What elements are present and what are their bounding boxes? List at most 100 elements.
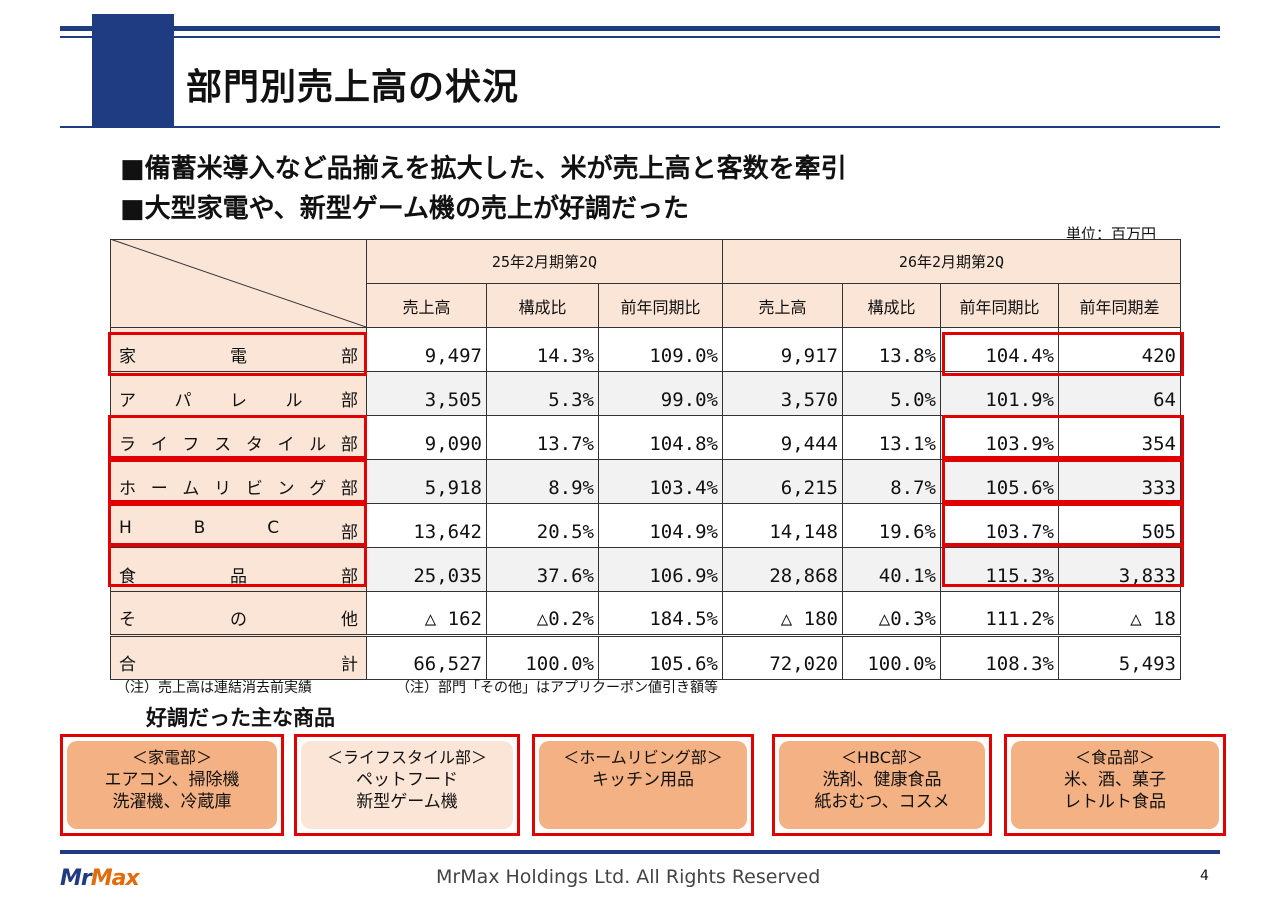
- division-label: ライフスタイル部: [110, 415, 367, 460]
- col-header-sales-curr: 売上高: [722, 283, 843, 328]
- corner-cell: [110, 239, 367, 328]
- cell-ratio-curr: 13.8%: [842, 327, 941, 372]
- cell-sales-curr: 9,917: [722, 327, 843, 372]
- table-row: そ の 他 △ 162 △0.2% 184.5% △ 180 △0.3% 111.2% △ 18: [110, 591, 1181, 636]
- note-sales: （注）売上高は連結消去前実績: [116, 680, 312, 696]
- cell-ratio-prev: 37.6%: [486, 547, 599, 592]
- products-heading: 好調だった主な商品: [146, 706, 335, 730]
- cell-sales-curr: 28,868: [722, 547, 843, 592]
- period-header-curr: 26年2月期第2Q: [722, 239, 1181, 284]
- division-label-char: そ: [119, 610, 136, 630]
- cell-yoy-prev: 99.0%: [598, 371, 723, 416]
- header-rule-top: [60, 26, 1220, 31]
- cell-sales-prev: 13,642: [366, 503, 487, 548]
- division-label-char: ル: [285, 391, 303, 411]
- header-rule-thin: [60, 36, 1220, 38]
- table-row: 食 品 部 25,035 37.6% 106.9% 28,868 40.1% 115.3% 3,8…: [110, 547, 1181, 592]
- division-label-char: 部: [340, 435, 358, 455]
- cell-ratio-prev: △0.2%: [486, 591, 599, 636]
- cell-ratio-curr: 13.1%: [842, 415, 941, 460]
- division-label-char: ホ: [119, 479, 136, 499]
- table-row: ア パ レ ル 部 3,505 5.3% 99.0% 3,570 5.0% 101.9% 64: [110, 371, 1181, 416]
- division-label-char: フ: [182, 435, 200, 455]
- cell-diff-curr: 505: [1058, 503, 1181, 548]
- division-label-char: タ: [245, 435, 263, 455]
- cell-sales-curr: 3,570: [722, 371, 843, 416]
- division-label-char: ラ: [119, 435, 136, 455]
- product-title: ＜家電部＞: [131, 748, 212, 767]
- cell-ratio-curr: 8.7%: [842, 459, 941, 504]
- division-label-char: グ: [309, 479, 327, 499]
- cell-diff-curr: 3,833: [1058, 547, 1181, 592]
- product-line: 新型ゲーム機: [356, 792, 458, 812]
- product-line: 洗剤、健康食品: [822, 770, 942, 790]
- division-label-char: C: [267, 518, 280, 538]
- cell-sales-curr: 72,020: [722, 634, 843, 680]
- cell-sales-prev: 9,497: [366, 327, 487, 372]
- product-line: キッチン用品: [592, 770, 694, 790]
- division-label-char: イ: [150, 435, 168, 455]
- product-title: ＜食品部＞: [1074, 748, 1155, 767]
- cell-yoy-curr: 103.7%: [940, 503, 1059, 548]
- page-title: 部門別売上高の状況: [186, 67, 520, 108]
- cell-yoy-curr: 104.4%: [940, 327, 1059, 372]
- cell-diff-curr: 333: [1058, 459, 1181, 504]
- cell-ratio-prev: 5.3%: [486, 371, 599, 416]
- cell-yoy-prev: 106.9%: [598, 547, 723, 592]
- division-label-char: ー: [150, 479, 168, 499]
- product-title: ＜ホームリビング部＞: [563, 748, 723, 767]
- cell-yoy-prev: 109.0%: [598, 327, 723, 372]
- cell-diff-curr: 64: [1058, 371, 1181, 416]
- division-label-char: イ: [277, 435, 295, 455]
- cell-ratio-prev: 20.5%: [486, 503, 599, 548]
- cell-yoy-curr: 108.3%: [940, 634, 1059, 680]
- division-label-char: 品: [230, 567, 247, 587]
- product-line: 洗濯機、冷蔵庫: [112, 792, 232, 812]
- table-row: 家 電 部 9,497 14.3% 109.0% 9,917 13.8% 104.4% 420: [110, 327, 1181, 372]
- division-label: アパレル部: [110, 371, 367, 416]
- division-label: 家電部: [110, 327, 367, 372]
- division-label-char: レ: [230, 391, 247, 411]
- division-label: 食品部: [110, 547, 367, 592]
- cell-sales-curr: 14,148: [722, 503, 843, 548]
- division-label-char: 合: [119, 655, 136, 675]
- col-header-diff-curr: 前年同期差: [1058, 283, 1181, 328]
- copyright-text: MrMax Holdings Ltd. All Rights Reserved: [436, 866, 821, 888]
- cell-yoy-curr: 105.6%: [940, 459, 1059, 504]
- cell-diff-curr: 5,493: [1058, 634, 1181, 680]
- cell-yoy-prev: 103.4%: [598, 459, 723, 504]
- division-label: ホームリビング部: [110, 459, 367, 504]
- cell-ratio-curr: △0.3%: [842, 591, 941, 636]
- division-label-char: ス: [214, 435, 232, 455]
- cell-ratio-prev: 100.0%: [486, 634, 599, 680]
- product-line: エアコン、掃除機: [104, 770, 240, 790]
- header-accent-block: [92, 14, 174, 126]
- cell-sales-curr: △ 180: [722, 591, 843, 636]
- division-label-char: の: [230, 610, 247, 630]
- division-label-char: 部: [341, 347, 358, 367]
- division-label-char: H: [119, 518, 132, 538]
- product-line: 紙おむつ、コスメ: [814, 792, 950, 812]
- division-label-char: 部: [341, 567, 358, 587]
- col-header-sales-prev: 売上高: [366, 283, 487, 328]
- cell-ratio-curr: 19.6%: [842, 503, 941, 548]
- table-row: H B C 部 13,642 20.5% 104.9% 14,148 19.6% 103.7% 50…: [110, 503, 1181, 548]
- cell-sales-curr: 9,444: [722, 415, 843, 460]
- division-label-char: ビ: [245, 479, 263, 499]
- division-label-char: ル: [309, 435, 327, 455]
- cell-diff-curr: 354: [1058, 415, 1181, 460]
- division-label-char: 他: [341, 610, 358, 630]
- cell-sales-prev: 66,527: [366, 634, 487, 680]
- bullet-point-2: ■大型家電や、新型ゲーム機の売上が好調だった: [120, 194, 690, 224]
- product-box-lifestyle: ＜ライフスタイル部＞ ペットフード 新型ゲーム機: [294, 734, 520, 836]
- page-number: 4: [1200, 868, 1209, 884]
- division-label-char: パ: [174, 391, 192, 411]
- cell-yoy-curr: 101.9%: [940, 371, 1059, 416]
- cell-ratio-curr: 5.0%: [842, 371, 941, 416]
- cell-ratio-curr: 40.1%: [842, 547, 941, 592]
- table-total-row: 合計 66,527 100.0% 105.6% 72,020 100.0% 108.3% 5,…: [110, 634, 1181, 680]
- product-box-kaden: ＜家電部＞ エアコン、掃除機 洗濯機、冷蔵庫: [60, 734, 284, 836]
- division-label-char: 電: [230, 347, 247, 367]
- division-label-char: ン: [277, 479, 295, 499]
